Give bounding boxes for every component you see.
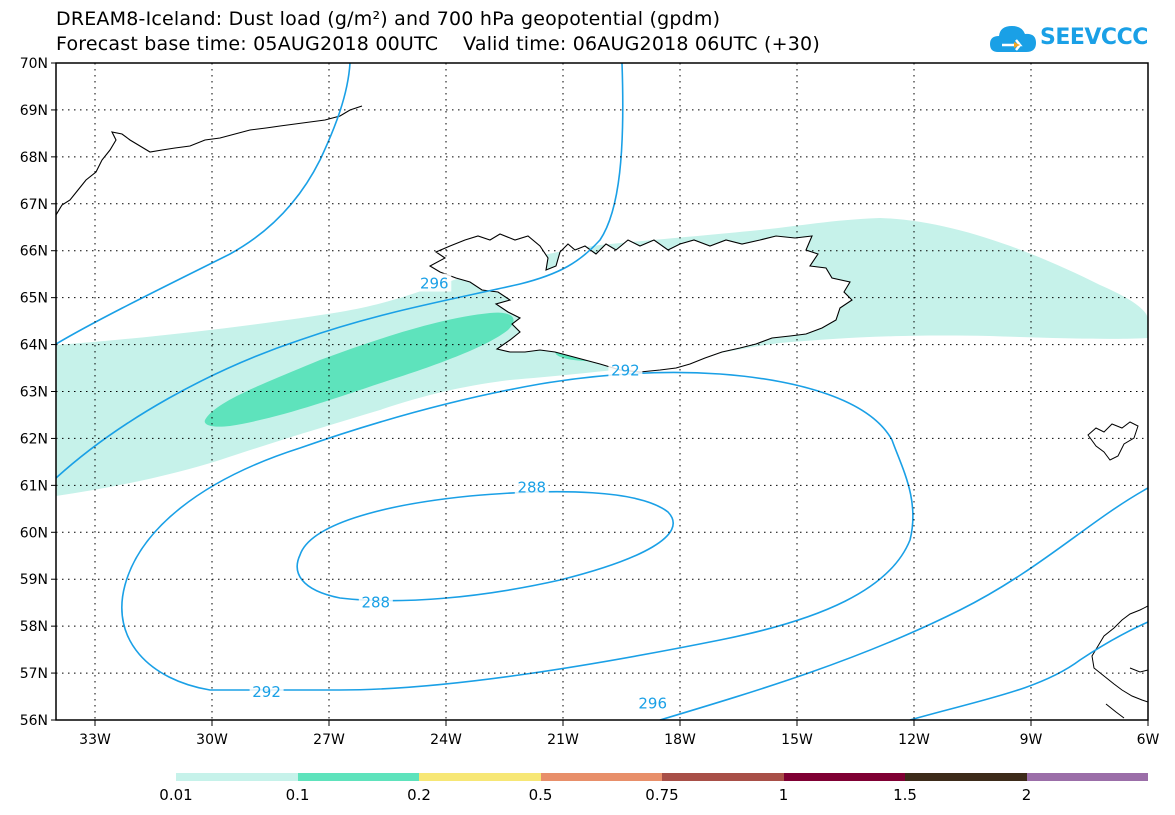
axes: 33W 30W 27W 24W 21W 18W 15W 12W 9W 6W 70N 69N 68N 67N…	[20, 56, 1160, 748]
colorbar-label: 0.5	[528, 786, 553, 804]
lat-tick-label: 59N	[20, 572, 48, 588]
contour-label-bg	[514, 477, 549, 496]
lat-tick-label: 64N	[20, 338, 48, 354]
lat-tick-label: 56N	[20, 713, 48, 729]
lon-tick-label: 15W	[781, 732, 813, 748]
lon-tick-label: 21W	[547, 732, 579, 748]
contour-label-bg	[249, 681, 284, 700]
lon-tick-label: 24W	[430, 732, 462, 748]
contour-292	[121, 371, 914, 691]
contour-label: 288	[361, 594, 390, 612]
plot-area: 296 292 288 288 292 296	[56, 63, 1148, 720]
lon-tick-label: 9W	[1020, 732, 1043, 748]
colorbar-segment	[662, 773, 784, 781]
lat-tick-label: 57N	[20, 666, 48, 682]
grid-lines	[56, 63, 1148, 720]
lat-tick-label: 61N	[20, 478, 48, 494]
colorbar-label: 1	[778, 786, 789, 804]
lat-tick-label: 63N	[20, 385, 48, 401]
contour-300	[56, 63, 351, 345]
scotland-coast	[1091, 605, 1148, 703]
contour-label: 288	[517, 479, 546, 497]
iceland-coastline	[428, 233, 853, 373]
contour-label-bg	[358, 592, 393, 611]
lon-tick-label: 18W	[664, 732, 696, 748]
contour-label: 296	[420, 275, 449, 293]
colorbar-segment	[419, 773, 541, 781]
colorbar-segment	[905, 773, 1027, 781]
contour-label: 292	[252, 683, 281, 701]
colorbar-label: 1.5	[893, 786, 917, 804]
contour-label-bg	[635, 693, 670, 712]
colorbar-label: 2	[1021, 786, 1032, 804]
map-subtitle: Forecast base time: 05AUG2018 00UTC Vali…	[56, 33, 820, 55]
geopotential-contours	[56, 63, 1148, 720]
colorbar-segment	[783, 773, 905, 781]
greenland-coastline	[56, 105, 363, 216]
contour-label: 296	[638, 695, 667, 713]
lon-tick-label: 30W	[196, 732, 228, 748]
lon-tick-label: 27W	[313, 732, 345, 748]
contour-296-north	[56, 63, 624, 479]
lat-tick-label: 60N	[20, 525, 48, 541]
contour-label-bg	[417, 273, 452, 292]
colorbar-label: 0.2	[407, 786, 431, 804]
contour-labels: 296 292 288 288 292 296	[249, 273, 670, 713]
contour-300-south	[909, 621, 1148, 720]
lon-tick-label: 6W	[1137, 732, 1160, 748]
lat-tick-label: 70N	[20, 56, 48, 72]
map-title: DREAM8-Iceland: Dust load (g/m²) and 700…	[56, 8, 721, 30]
colorbar-segment	[540, 773, 662, 781]
lon-tick-label: 12W	[898, 732, 930, 748]
logo-text: SEEVCCC	[1040, 25, 1148, 50]
contour-label-bg	[608, 360, 643, 379]
lat-tick-label: 65N	[20, 291, 48, 307]
contour-288	[296, 490, 674, 602]
lat-tick-label: 62N	[20, 431, 48, 447]
contour-296-south	[659, 487, 1148, 720]
cloud-logo-icon	[990, 26, 1036, 52]
colorbar-label: 0.75	[645, 786, 679, 804]
faroe-islands-coast	[1087, 421, 1139, 461]
lat-tick-label: 58N	[20, 619, 48, 635]
lat-tick-label: 66N	[20, 244, 48, 260]
lat-tick-label: 67N	[20, 197, 48, 213]
colorbar-segment	[297, 773, 419, 781]
lon-tick-label: 33W	[79, 732, 111, 748]
colorbar-label: 0.1	[285, 786, 310, 804]
colorbar-label: 0.01	[159, 786, 193, 804]
lat-tick-label: 69N	[20, 103, 48, 119]
dust-area-0.1	[204, 312, 514, 427]
colorbar-segment	[176, 773, 298, 781]
lat-tick-label: 68N	[20, 150, 48, 166]
contour-label: 292	[611, 361, 640, 379]
colorbar-segment	[1026, 773, 1148, 781]
